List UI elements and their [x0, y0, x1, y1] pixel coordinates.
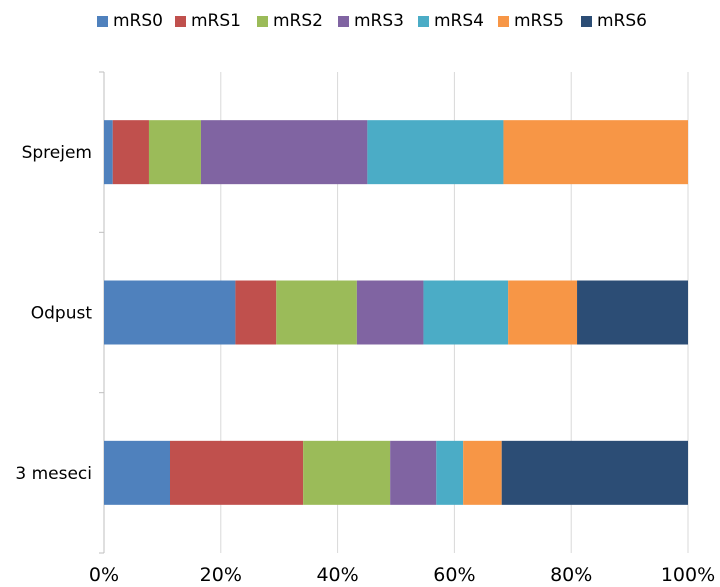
bar-segment: [367, 120, 504, 185]
x-tick-label: 100%: [661, 564, 715, 586]
legend-swatch: [338, 15, 349, 27]
bar-segment: [200, 120, 368, 185]
bar-segment: [390, 440, 437, 505]
legend-label: mRS5: [514, 11, 564, 31]
bar-segment: [276, 280, 357, 345]
legend-label: mRS0: [113, 11, 163, 31]
x-tick-label: 40%: [316, 564, 358, 586]
category-label: 3 meseci: [15, 464, 92, 484]
bar-segment: [235, 280, 277, 345]
legend-swatch: [175, 15, 186, 27]
bar-segment: [501, 440, 688, 505]
chart-legend: mRS0 mRS1 mRS2 mRS3 mRS4 mRS5 mRS6: [0, 8, 720, 34]
legend-item: mRS3: [338, 8, 404, 34]
legend-swatch: [257, 15, 268, 27]
x-tick-label: 60%: [433, 564, 475, 586]
legend-item: mRS2: [257, 8, 323, 34]
x-tick-label: 80%: [550, 564, 592, 586]
legend-swatch: [418, 15, 429, 27]
legend-swatch: [498, 15, 509, 27]
legend-item: mRS4: [418, 8, 484, 34]
bar-segment: [104, 280, 236, 345]
legend-swatch: [97, 15, 108, 27]
x-tick-label: 0%: [89, 564, 119, 586]
legend-item: mRS0: [97, 8, 163, 34]
bar-segment: [303, 440, 391, 505]
bar-segment: [104, 120, 113, 185]
bar-segment: [423, 280, 509, 345]
bar-segment: [356, 280, 424, 345]
bar-segment: [577, 280, 688, 345]
legend-item: mRS6: [581, 8, 647, 34]
bar-segment: [503, 120, 688, 185]
x-tick-label: 20%: [200, 564, 242, 586]
legend-label: mRS6: [597, 11, 647, 31]
category-label: Sprejem: [22, 143, 92, 163]
legend-item: mRS5: [498, 8, 564, 34]
bar-segment: [112, 120, 149, 185]
legend-label: mRS4: [434, 11, 484, 31]
legend-label: mRS3: [354, 11, 404, 31]
legend-label: mRS2: [273, 11, 323, 31]
legend-swatch: [581, 15, 592, 27]
bar-segment: [508, 280, 578, 345]
legend-item: mRS1: [175, 8, 241, 34]
bar-segment: [169, 440, 304, 505]
category-label: Odpust: [31, 304, 93, 324]
bar-segment: [436, 440, 464, 505]
bar-segment: [463, 440, 502, 505]
legend-label: mRS1: [191, 11, 241, 31]
bar-segment: [104, 440, 170, 505]
bar-segment: [148, 120, 201, 185]
